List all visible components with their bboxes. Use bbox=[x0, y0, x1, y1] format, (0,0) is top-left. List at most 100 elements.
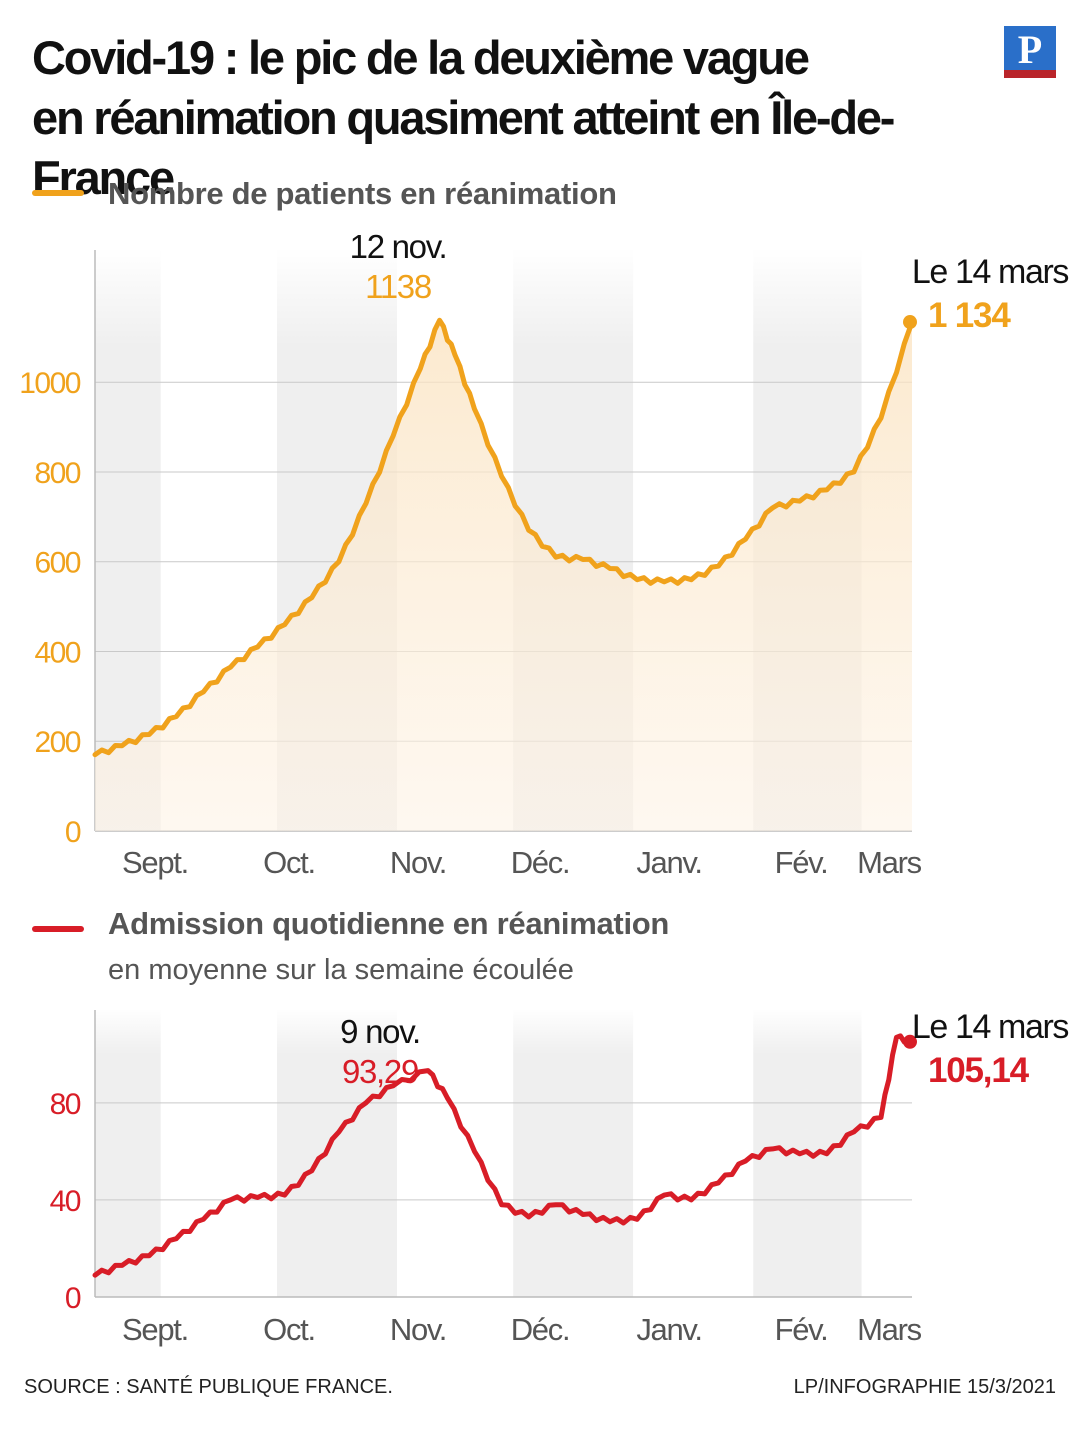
data-point bbox=[174, 715, 178, 719]
y-tick-label: 600 bbox=[34, 547, 80, 580]
peak-value-label: 1138 bbox=[365, 268, 431, 305]
data-point bbox=[825, 1152, 829, 1156]
data-point bbox=[581, 1212, 585, 1216]
data-point bbox=[635, 578, 639, 582]
y-tick-label: 0 bbox=[65, 816, 81, 849]
last-value-marker bbox=[903, 1034, 917, 1049]
area-fill bbox=[95, 320, 912, 831]
data-point bbox=[635, 1217, 639, 1221]
chart-patients-reanimation: 0 200 400 600 800 1000 Sept. Oct. Nov. Déc. Janv. F… bbox=[19, 228, 1070, 880]
data-point bbox=[852, 470, 856, 474]
logo-background bbox=[1004, 26, 1056, 72]
data-point bbox=[120, 744, 124, 748]
data-point bbox=[771, 1147, 775, 1151]
data-point bbox=[798, 499, 802, 503]
page-title: Covid-19 : le pic de la deuxième vague e… bbox=[32, 28, 992, 208]
data-point bbox=[418, 367, 422, 371]
data-point bbox=[201, 690, 205, 694]
data-point bbox=[120, 1263, 124, 1267]
x-tick-label: Sept. bbox=[122, 845, 188, 880]
last-value-marker bbox=[903, 315, 917, 330]
credit-note: LP/INFOGRAPHIE 15/3/2021 bbox=[793, 1376, 1056, 1398]
peak-date-label: 12 nov. bbox=[350, 228, 447, 265]
data-point bbox=[608, 566, 612, 570]
x-tick-label: Janv. bbox=[636, 1312, 701, 1347]
data-point bbox=[798, 1152, 802, 1156]
peak-date-label: 9 nov. bbox=[340, 1013, 420, 1050]
logo-stripe bbox=[1004, 70, 1056, 78]
legend-swatch-admissions bbox=[32, 926, 84, 932]
x-tick-label: Déc. bbox=[511, 1312, 570, 1347]
peak-value-label: 93,29 bbox=[342, 1053, 418, 1090]
band-fade bbox=[95, 1008, 912, 1142]
data-point bbox=[93, 753, 97, 757]
x-tick-label: Janv. bbox=[636, 845, 701, 880]
last-value-label: 105,14 bbox=[928, 1051, 1030, 1090]
data-point bbox=[771, 506, 775, 510]
data-point bbox=[426, 1069, 430, 1073]
x-tick-label: Nov. bbox=[390, 1312, 446, 1347]
data-point bbox=[500, 1203, 504, 1207]
data-point bbox=[229, 665, 233, 669]
data-point bbox=[201, 1217, 205, 1221]
data-point bbox=[310, 1169, 314, 1173]
title-line-2: en réanimation quasiment atteint en Île-… bbox=[32, 91, 895, 204]
data-point bbox=[689, 578, 693, 582]
y-tick-label: 0 bbox=[65, 1282, 81, 1315]
data-point bbox=[147, 733, 151, 737]
series-line bbox=[92, 317, 915, 758]
chart-admissions-reanimation: 0 40 80 Sept. Oct. Nov. Déc. Janv. Fév. Mars 9 nov… bbox=[50, 1008, 1070, 1347]
data-point bbox=[438, 318, 442, 322]
x-tick-label: Fév. bbox=[775, 845, 828, 880]
data-point bbox=[229, 1198, 233, 1202]
y-tick-label: 80 bbox=[50, 1088, 81, 1121]
source-note: SOURCE : SANTÉ PUBLIQUE FRANCE. bbox=[24, 1376, 393, 1398]
data-point bbox=[825, 488, 829, 492]
last-date-label: Le 14 mars bbox=[912, 1008, 1068, 1046]
data-point bbox=[527, 528, 531, 532]
data-point bbox=[453, 353, 457, 357]
legend-swatch-patients bbox=[32, 190, 84, 196]
x-tick-label: Mars bbox=[857, 845, 921, 880]
legend-label-patients: Nombre de patients en réanimation bbox=[108, 176, 617, 211]
data-point bbox=[391, 434, 395, 438]
y-tick-label: 200 bbox=[34, 726, 80, 759]
data-point bbox=[662, 580, 666, 584]
x-tick-label: Mars bbox=[857, 1312, 921, 1347]
y-tick-label: 40 bbox=[50, 1185, 81, 1218]
data-point bbox=[337, 1130, 341, 1134]
data-point bbox=[852, 1130, 856, 1134]
data-point bbox=[879, 416, 883, 420]
data-point bbox=[256, 645, 260, 649]
logo-letter: P bbox=[1018, 27, 1042, 72]
data-point bbox=[716, 564, 720, 568]
legend-label-admissions: Admission quotidienne en réanimation bbox=[108, 906, 670, 941]
data-point bbox=[472, 407, 476, 411]
data-point bbox=[364, 501, 368, 505]
y-tick-label: 800 bbox=[34, 457, 80, 490]
publisher-logo: P bbox=[1004, 26, 1056, 78]
data-point bbox=[895, 1035, 899, 1039]
data-point bbox=[744, 537, 748, 541]
data-point bbox=[527, 1215, 531, 1219]
data-point bbox=[147, 1254, 151, 1258]
data-point bbox=[554, 1203, 558, 1207]
data-point bbox=[879, 1115, 883, 1119]
data-point bbox=[716, 1181, 720, 1185]
data-point bbox=[554, 555, 558, 559]
x-tick-label: Fév. bbox=[775, 1312, 828, 1347]
last-value-label: 1 134 bbox=[928, 296, 1011, 335]
data-point bbox=[364, 1101, 368, 1105]
data-point bbox=[500, 474, 504, 478]
y-tick-label: 1000 bbox=[19, 367, 81, 400]
y-tick-label: 400 bbox=[34, 636, 80, 669]
data-point bbox=[662, 1193, 666, 1197]
data-point bbox=[93, 1273, 97, 1277]
data-point bbox=[689, 1198, 693, 1202]
data-point bbox=[445, 1096, 449, 1100]
data-point bbox=[283, 623, 287, 627]
series-line bbox=[92, 1033, 915, 1278]
data-point bbox=[608, 1220, 612, 1224]
data-point bbox=[337, 560, 341, 564]
data-point bbox=[744, 1159, 748, 1163]
